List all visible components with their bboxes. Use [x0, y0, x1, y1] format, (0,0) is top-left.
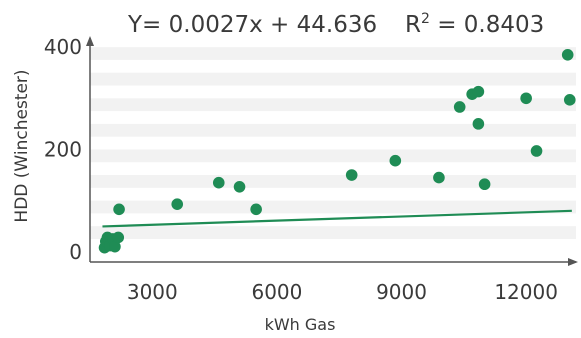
- y-tick-label: 0: [69, 240, 82, 264]
- data-point: [563, 94, 576, 106]
- grid-band: [90, 47, 576, 60]
- data-point: [109, 240, 121, 253]
- axes: [86, 36, 578, 266]
- data-point: [171, 198, 184, 210]
- y-tick-label: 200: [44, 137, 82, 161]
- grid-band: [90, 226, 576, 239]
- data-point: [345, 169, 358, 181]
- x-axis-arrow: [568, 258, 578, 266]
- grid-band: [90, 175, 576, 188]
- grid-band: [90, 200, 576, 214]
- grid-band: [90, 98, 576, 112]
- r-squared-label: R2 = 0.8403: [405, 11, 544, 38]
- data-point: [233, 180, 246, 193]
- grid-band: [90, 149, 576, 163]
- data-point: [530, 145, 543, 157]
- x-tick-label: 12000: [494, 280, 558, 304]
- x-axis-label: kWh Gas: [265, 315, 336, 334]
- y-axis-label: HDD (Winchester): [12, 69, 32, 222]
- data-point: [453, 101, 466, 113]
- data-point: [212, 176, 225, 189]
- x-tick-label: 9000: [376, 280, 427, 304]
- grid-band: [90, 123, 576, 137]
- data-point: [389, 154, 402, 167]
- data-point: [250, 203, 262, 216]
- x-tick-label: 6000: [251, 280, 302, 304]
- grid-band: [90, 72, 576, 86]
- trendline-equation: Y= 0.0027x + 44.636: [127, 12, 377, 38]
- y-tick-label: 400: [44, 35, 82, 59]
- data-point: [561, 48, 574, 61]
- data-point: [113, 203, 125, 216]
- x-tick-labels: 3000 6000 9000 12000: [127, 280, 558, 304]
- data-point: [520, 92, 532, 105]
- data-point: [472, 118, 485, 130]
- data-point: [433, 171, 445, 184]
- y-tick-labels: 0 200 400: [44, 35, 82, 264]
- trendline: [102, 209, 572, 228]
- grid-bands: [90, 47, 576, 239]
- y-axis-arrow: [86, 36, 94, 46]
- x-tick-label: 3000: [127, 280, 178, 304]
- data-point: [472, 85, 485, 98]
- data-points: [98, 48, 576, 254]
- data-point: [478, 178, 491, 191]
- data-point: [112, 231, 125, 244]
